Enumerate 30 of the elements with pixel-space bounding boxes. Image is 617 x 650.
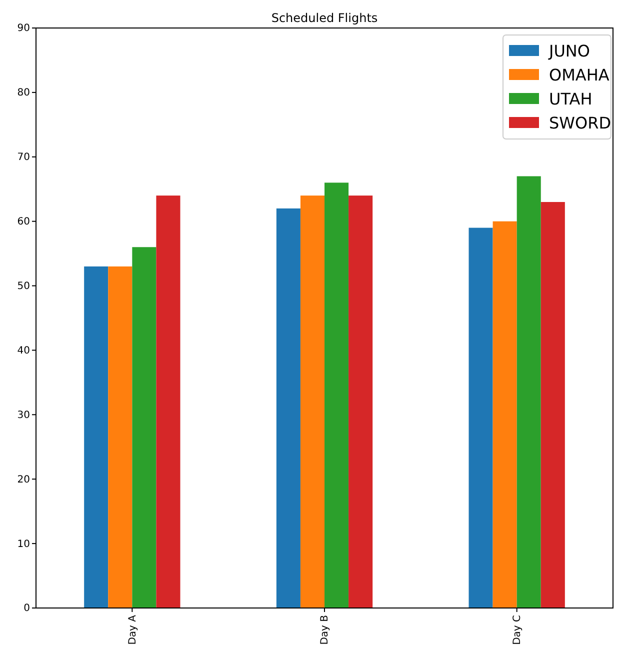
bar	[348, 196, 373, 608]
y-tick-label: 80	[17, 88, 30, 99]
y-tick-label: 10	[17, 538, 30, 550]
y-tick-label: 70	[17, 152, 30, 164]
legend-label: JUNO	[548, 42, 590, 61]
legend-label: UTAH	[549, 90, 592, 109]
y-tick-label: 20	[17, 474, 30, 486]
bar	[108, 266, 132, 608]
bar	[132, 247, 156, 608]
bar	[324, 182, 349, 608]
legend-label: SWORD	[549, 114, 612, 133]
x-tick-label: Day A	[127, 614, 138, 645]
y-tick-label: 50	[17, 280, 30, 292]
legend-label: OMAHA	[549, 66, 610, 85]
y-tick-label: 40	[17, 345, 30, 356]
x-tick-label: Day B	[320, 614, 331, 645]
bar	[84, 266, 108, 608]
x-tick-label: Day C	[512, 614, 524, 645]
y-tick-label: 0	[24, 603, 30, 614]
bar	[156, 196, 180, 608]
bar	[276, 208, 300, 608]
y-tick-label: 60	[17, 216, 30, 228]
bar	[492, 221, 517, 608]
chart-title: Scheduled Flights	[271, 11, 378, 25]
y-tick-label: 30	[17, 410, 30, 421]
bar	[468, 228, 493, 608]
y-tick-label: 90	[17, 23, 30, 34]
bar	[516, 176, 541, 608]
bar	[300, 196, 324, 608]
bar	[540, 202, 565, 608]
